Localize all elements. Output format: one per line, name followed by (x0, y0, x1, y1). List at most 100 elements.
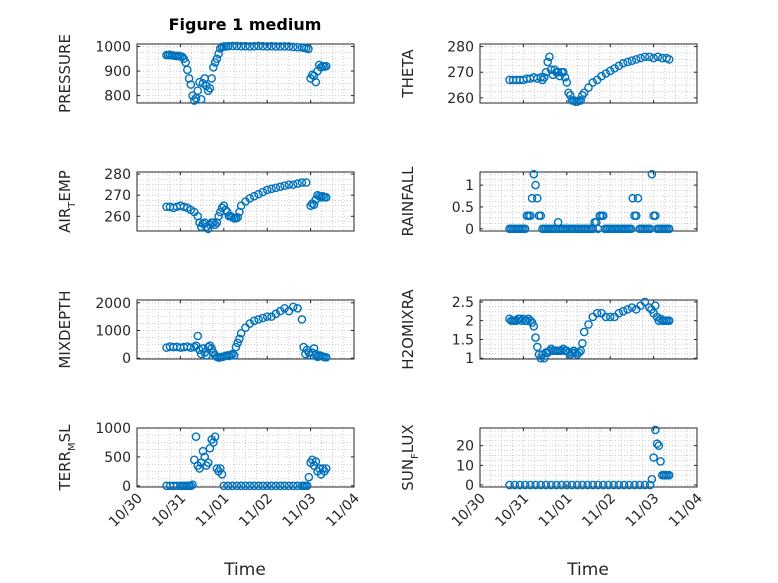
data-point (232, 41, 242, 51)
data-point (275, 182, 285, 192)
data-point (301, 178, 311, 187)
x-tick-label: 11/03 (280, 491, 320, 531)
y-axis-label-main: PRESSURE (56, 34, 74, 113)
data-point (288, 481, 298, 491)
data-point (316, 63, 326, 72)
data-point (214, 211, 223, 221)
data-point (297, 315, 307, 324)
data-point (652, 439, 662, 449)
data-point (539, 73, 549, 82)
data-point (306, 201, 315, 211)
data-point (532, 193, 542, 203)
y-tick-label: 1 (465, 178, 474, 194)
data-point (618, 306, 628, 316)
axes-box (136, 427, 355, 488)
data-point (209, 63, 218, 72)
data-point (636, 53, 645, 63)
y-axis-label-main: RAINFALL (399, 166, 417, 237)
x-tick-label: 11/01 (193, 491, 233, 531)
data-point (593, 480, 603, 490)
axes-box (136, 171, 355, 232)
data-point (212, 54, 222, 64)
data-point (529, 322, 539, 331)
data-point (280, 42, 289, 51)
data-point (205, 83, 215, 93)
data-point (210, 432, 220, 441)
data-point (245, 42, 255, 51)
axes-box (479, 299, 698, 360)
data-point (228, 41, 237, 51)
data-point (614, 308, 624, 318)
subplot-air-temp: 260 270 280 AIRTEMP (56, 167, 355, 234)
data-point (576, 96, 585, 105)
data-point (567, 480, 577, 490)
data-point (271, 42, 281, 51)
data-point (588, 78, 598, 87)
data-point (510, 480, 520, 490)
data-point (284, 180, 294, 189)
data-point (221, 205, 230, 215)
data-point (651, 425, 660, 435)
data-point (236, 41, 246, 51)
data-point (557, 480, 566, 490)
data-point (203, 224, 213, 234)
data-point (545, 52, 554, 62)
data-point (571, 348, 580, 357)
data-point (522, 316, 532, 325)
y-tick-label: 2.5 (452, 295, 474, 311)
data-point (654, 441, 664, 451)
data-point (321, 61, 331, 71)
data-point (623, 57, 632, 67)
data-point (536, 480, 546, 490)
data-point (628, 193, 638, 203)
data-point (196, 95, 206, 104)
data-point (179, 202, 189, 212)
data-point (640, 52, 650, 62)
data-point (267, 184, 276, 194)
data-point (644, 52, 654, 62)
data-point (249, 191, 259, 201)
y-tick-label: 20 (456, 439, 474, 455)
data-point (633, 193, 643, 203)
data-point (236, 481, 246, 491)
data-point (626, 224, 636, 234)
data-point (598, 480, 608, 490)
data-point (198, 344, 208, 353)
data-point (529, 169, 539, 179)
data-point (515, 480, 525, 490)
axes-box (136, 299, 355, 360)
data-point (280, 304, 289, 313)
data-point (271, 183, 281, 193)
data-point (249, 41, 259, 51)
y-tick-label: 500 (104, 450, 131, 466)
data-point (193, 331, 203, 341)
data-point (245, 481, 255, 491)
data-point (198, 446, 208, 456)
data-point (520, 224, 530, 234)
data-point (604, 480, 613, 490)
data-point (640, 480, 650, 490)
data-point (195, 464, 204, 473)
y-tick-label: 900 (104, 64, 131, 80)
data-point (605, 312, 615, 322)
data-point (258, 481, 268, 491)
data-point (531, 333, 540, 342)
data-point (304, 472, 314, 482)
subplot-rainfall: 0 0.5 1 RAINFALL (399, 166, 698, 238)
figure-title: Figure 1 medium (169, 15, 322, 34)
x-tick-label: 10/31 (149, 491, 189, 531)
data-point (186, 80, 196, 89)
data-point (601, 312, 611, 322)
data-point (304, 44, 313, 54)
x-tick-label: 11/01 (536, 491, 576, 531)
data-point (623, 305, 632, 314)
data-point (302, 481, 312, 491)
data-point (664, 224, 674, 234)
data-point (219, 201, 229, 211)
data-point (614, 480, 624, 490)
y-axis-label-main: TERR (56, 451, 74, 492)
y-tick-label: 1.5 (452, 332, 474, 348)
data-point (597, 71, 606, 81)
y-tick-label: 280 (447, 40, 474, 56)
data-point (202, 351, 211, 360)
